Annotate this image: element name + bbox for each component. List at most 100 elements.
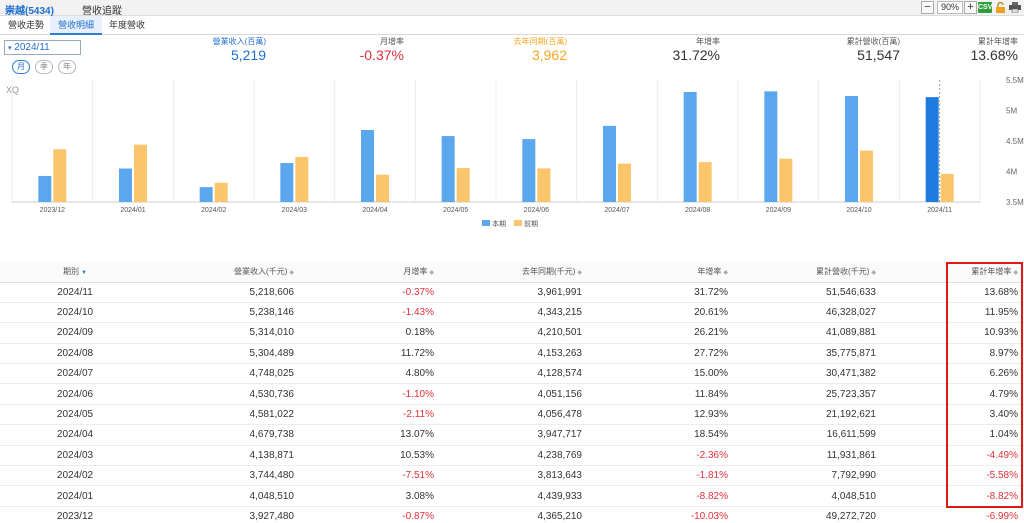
sort-icon[interactable]: ◆ bbox=[1013, 270, 1018, 277]
summary-value: 13.68% bbox=[970, 47, 1018, 63]
table-cell: 10.93% bbox=[882, 322, 1024, 344]
column-header[interactable]: 營業收入(千元) ◆ bbox=[150, 262, 300, 283]
table-cell: -8.82% bbox=[882, 485, 1024, 507]
table-row[interactable]: 2023/12 3,927,480 -0.87% 4,365,210 -10.03% 49… bbox=[0, 506, 1024, 523]
table-cell: 21,192,621 bbox=[734, 404, 882, 426]
revenue-bar-chart: 3.5M 4M 4.5M 5M 5.5M 2023/12 2024/01 2024/02 202… bbox=[11, 76, 1024, 228]
table-row[interactable]: 2024/10 5,238,146 -1.43% 4,343,215 20.61% 46,… bbox=[0, 302, 1024, 324]
prior-period-bar bbox=[295, 156, 309, 202]
table-cell: -7.51% bbox=[300, 465, 440, 487]
print-icon[interactable] bbox=[1009, 2, 1021, 13]
column-header[interactable]: 累計營收(千元) ◆ bbox=[734, 262, 882, 283]
table-cell: 4,056,478 bbox=[440, 404, 588, 426]
table-cell: 8.97% bbox=[882, 343, 1024, 365]
sort-icon[interactable]: ▼ bbox=[81, 270, 87, 277]
prior-period-bar bbox=[53, 149, 67, 202]
table-row[interactable]: 2024/02 3,744,480 -7.51% 3,813,643 -1.81% 7,7… bbox=[0, 465, 1024, 487]
table-row[interactable]: 2024/01 4,048,510 3.08% 4,439,933 -8.82% 4,04… bbox=[0, 485, 1024, 507]
tab-annual-revenue[interactable]: 年度營收 bbox=[109, 20, 146, 30]
period-year-button[interactable]: 年 bbox=[58, 60, 76, 74]
column-header[interactable]: 累計年增率 ◆ bbox=[882, 262, 1024, 283]
column-header[interactable]: 期別 ▼ bbox=[0, 262, 150, 283]
table-row[interactable]: 2024/05 4,581,022 -2.11% 4,056,478 12.93% 21,… bbox=[0, 404, 1024, 426]
table-cell: 3,813,643 bbox=[440, 465, 588, 487]
table-row[interactable]: 2024/07 4,748,025 4.80% 4,128,574 15.00% 30,4… bbox=[0, 363, 1024, 385]
x-tick-label: 2024/02 bbox=[201, 207, 226, 214]
period-quarter-button[interactable]: 季 bbox=[35, 60, 53, 74]
column-header[interactable]: 去年同期(千元) ◆ bbox=[440, 262, 588, 283]
prior-period-bar bbox=[134, 144, 147, 202]
summary-value: 51,547 bbox=[857, 47, 900, 63]
table-cell: 11.95% bbox=[882, 302, 1024, 324]
table-cell: 5,304,489 bbox=[150, 343, 300, 365]
table-cell: 5,218,606 bbox=[150, 282, 300, 303]
table-row[interactable]: 2024/08 5,304,489 11.72% 4,153,263 27.72% 35,… bbox=[0, 343, 1024, 365]
sort-icon[interactable]: ◆ bbox=[289, 270, 294, 277]
tab-revenue-trend[interactable]: 營收走勢 bbox=[8, 20, 45, 30]
current-period-bar bbox=[683, 91, 697, 202]
zoom-out-button[interactable]: − bbox=[921, 1, 934, 14]
summary-label: 營業收入(百萬) bbox=[212, 37, 266, 46]
table-row[interactable]: 2024/06 4,530,736 -1.10% 4,051,156 11.84% 25,… bbox=[0, 383, 1024, 405]
table-row[interactable]: 2024/09 5,314,010 0.18% 4,210,501 26.21% 41,0… bbox=[0, 322, 1024, 344]
summary-label: 累計年增率 bbox=[978, 37, 1018, 46]
lock-icon[interactable] bbox=[995, 2, 1006, 13]
table-cell: 4.79% bbox=[882, 383, 1024, 405]
y-tick-label: 4M bbox=[1006, 168, 1017, 177]
table-cell: 6.26% bbox=[882, 363, 1024, 385]
table-row[interactable]: 2024/11 5,218,606 -0.37% 3,961,991 31.72% 51,… bbox=[0, 282, 1024, 303]
current-period-bar bbox=[764, 91, 778, 202]
table-cell: 2024/05 bbox=[0, 404, 150, 426]
table-cell: 2024/08 bbox=[0, 343, 150, 365]
table-cell: -4.49% bbox=[882, 445, 1024, 467]
table-row[interactable]: 2024/04 4,679,738 13.07% 3,947,717 18.54% 16,… bbox=[0, 424, 1024, 446]
period-value: 2024/11 bbox=[14, 42, 50, 53]
legend-label-current: 本期 bbox=[492, 219, 506, 228]
table-cell: -8.82% bbox=[588, 485, 734, 507]
table-cell: 30,471,382 bbox=[734, 363, 882, 385]
table-cell: -6.99% bbox=[882, 506, 1024, 523]
table-cell: 4,530,736 bbox=[150, 383, 300, 405]
table-cell: -0.87% bbox=[300, 506, 440, 523]
column-header[interactable]: 月增率 ◆ bbox=[300, 262, 440, 283]
table-cell: 4,439,933 bbox=[440, 485, 588, 507]
column-header-label: 年增率 bbox=[697, 267, 722, 277]
table-cell: -1.43% bbox=[300, 302, 440, 324]
table-cell: 2024/01 bbox=[0, 485, 150, 507]
sort-icon[interactable]: ◆ bbox=[871, 270, 876, 277]
zoom-level[interactable]: 90% bbox=[937, 1, 963, 14]
table-cell: 2024/07 bbox=[0, 363, 150, 385]
current-period-bar bbox=[603, 125, 616, 202]
tab-revenue-detail[interactable]: 營收明細 bbox=[50, 16, 103, 35]
current-period-bar bbox=[925, 97, 939, 202]
x-tick-label: 2023/12 bbox=[40, 207, 65, 214]
table-cell: 4,365,210 bbox=[440, 506, 588, 523]
zoom-in-button[interactable]: + bbox=[964, 1, 977, 14]
column-header-label: 累計營收(千元) bbox=[816, 267, 870, 277]
csv-export-icon[interactable]: CSV bbox=[978, 2, 993, 13]
sort-icon[interactable]: ◆ bbox=[723, 270, 728, 277]
y-tick-label: 5.5M bbox=[1006, 76, 1024, 85]
column-header-label: 期別 bbox=[63, 267, 80, 277]
column-header-label: 月增率 bbox=[403, 267, 428, 277]
current-period-bar bbox=[522, 139, 536, 202]
prior-period-bar bbox=[860, 150, 873, 202]
column-header[interactable]: 年增率 ◆ bbox=[588, 262, 734, 283]
current-period-bar bbox=[38, 175, 52, 202]
sort-icon[interactable]: ◆ bbox=[577, 270, 582, 277]
period-dropdown[interactable]: ▾ 2024/11 bbox=[4, 40, 81, 55]
table-cell: 4,138,871 bbox=[150, 445, 300, 467]
table-cell: 4,581,022 bbox=[150, 404, 300, 426]
legend-swatch-current bbox=[482, 220, 490, 226]
table-cell: 2024/09 bbox=[0, 322, 150, 344]
period-month-button[interactable]: 月 bbox=[12, 60, 30, 74]
summary-label: 月增率 bbox=[380, 37, 404, 46]
stock-title: 崇越(5434) bbox=[5, 6, 54, 17]
table-cell: 2024/11 bbox=[0, 282, 150, 303]
table-cell: 0.18% bbox=[300, 322, 440, 344]
summary-label: 累計營收(百萬) bbox=[846, 37, 900, 46]
table-cell: 4,679,738 bbox=[150, 424, 300, 446]
table-row[interactable]: 2024/03 4,138,871 10.53% 4,238,769 -2.36% 11,… bbox=[0, 445, 1024, 467]
sort-icon[interactable]: ◆ bbox=[429, 270, 434, 277]
table-cell: -1.81% bbox=[588, 465, 734, 487]
